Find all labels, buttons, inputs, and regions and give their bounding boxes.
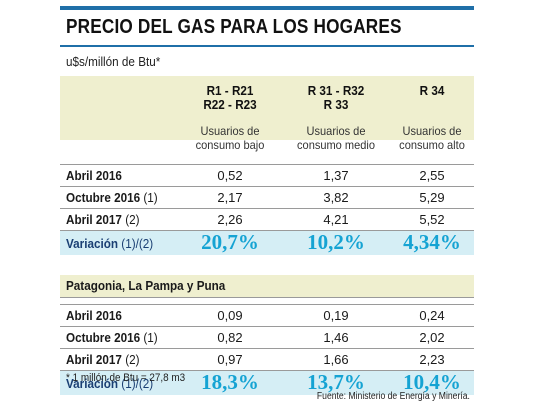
section-gap	[60, 298, 474, 305]
column-subheader: Usuarios de consumo alto	[395, 124, 469, 152]
table-row: Abril 2016 0,52 1,37 2,55	[60, 165, 474, 187]
column-header-r3: R 31 - R32 R 33	[291, 84, 381, 112]
cell-value: 1,46	[323, 330, 349, 345]
infographic: PRECIO DEL GAS PARA LOS HOGARES u$s/mill…	[56, 6, 474, 402]
cell-value: 1,37	[323, 168, 349, 183]
column-header-r34: R 34	[396, 84, 468, 98]
variation-row: Variación (1)/(2) 20,7% 10,2% 4,34%	[60, 230, 474, 255]
subheader-line: consumo bajo	[195, 138, 265, 152]
cell-value: 0,09	[217, 308, 243, 323]
subheader-line: consumo medio	[297, 138, 375, 152]
row-label: Variación (1)/(2)	[66, 236, 154, 251]
section-title: Patagonia, La Pampa y Puna	[66, 278, 226, 293]
variation-value: 20,7%	[201, 230, 259, 254]
cell-value: 5,29	[419, 190, 445, 205]
row-label: Abril 2016	[66, 308, 122, 323]
row-label: Abril 2017 (2)	[66, 212, 140, 227]
row-label: Octubre 2016 (1)	[66, 190, 158, 205]
cell-value: 2,26	[217, 212, 243, 227]
cell-value: 2,02	[419, 330, 445, 345]
cell-value: 3,82	[323, 190, 349, 205]
unit-label: u$s/millón de Btu*	[66, 54, 161, 69]
cell-value: 4,21	[323, 212, 349, 227]
cell-value: 0,19	[323, 308, 349, 323]
variation-value: 18,3%	[201, 370, 259, 394]
column-subheader: Usuarios de consumo bajo	[184, 124, 276, 152]
table-row: Abril 2017 (2) 0,97 1,66 2,23	[60, 349, 474, 371]
column-header-line: R1 - R21	[206, 83, 254, 98]
cell-value: 1,66	[323, 352, 349, 367]
table-row: Abril 2016 0,09 0,19 0,24	[60, 305, 474, 327]
cell-value: 2,23	[419, 352, 445, 367]
column-header-line: R 34	[419, 83, 445, 98]
cell-value: 5,52	[419, 212, 445, 227]
column-header-r1: R1 - R21 R22 - R23	[185, 84, 275, 112]
variation-value: 4,34%	[403, 230, 461, 254]
table-row: Octubre 2016 (1) 2,17 3,82 5,29	[60, 187, 474, 209]
column-header-line: R22 - R23	[203, 97, 257, 112]
variation-row: Variación (1)/(2) 18,3% 13,7% 10,4%	[60, 370, 474, 395]
top-rule	[60, 6, 474, 10]
row-label: Octubre 2016 (1)	[66, 330, 158, 345]
page-title: PRECIO DEL GAS PARA LOS HOGARES	[66, 16, 402, 38]
variation-value: 10,2%	[307, 230, 365, 254]
title-rule	[60, 45, 474, 47]
cell-value: 0,82	[217, 330, 243, 345]
column-header-band: R1 - R21 R22 - R23 R 31 - R32 R 33 R 34	[60, 76, 474, 140]
row-label: Abril 2016	[66, 168, 122, 183]
cell-value: 2,55	[419, 168, 445, 183]
subheader-line: Usuarios de	[306, 124, 366, 138]
cell-value: 2,17	[217, 190, 243, 205]
subheader-line: Usuarios de	[200, 124, 260, 138]
price-table: R1 - R21 R22 - R23 R 31 - R32 R 33 R 34 …	[60, 76, 474, 395]
footnote: * 1 millón de Btu = 27,8 m3	[66, 372, 186, 384]
cell-value: 0,97	[217, 352, 243, 367]
variation-value: 13,7%	[307, 370, 365, 394]
table-row: Abril 2017 (2) 2,26 4,21 5,52	[60, 209, 474, 231]
row-label: Abril 2017 (2)	[66, 352, 140, 367]
variation-value: 10,4%	[403, 370, 461, 394]
column-subheader-row: Usuarios de consumo bajo Usuarios de con…	[60, 120, 474, 165]
cell-value: 0,24	[419, 308, 445, 323]
subheader-line: consumo alto	[399, 138, 465, 152]
row-label: Variación (1)/(2)	[66, 376, 154, 391]
column-header-line: R 33	[323, 97, 349, 112]
source-credit: Fuente: Ministerio de Energía y Minería.	[317, 391, 470, 402]
section-spacer	[60, 255, 474, 275]
column-header-line: R 31 - R32	[307, 83, 365, 98]
subheader-line: Usuarios de	[402, 124, 462, 138]
section-header: Patagonia, La Pampa y Puna	[60, 275, 474, 298]
table-row: Octubre 2016 (1) 0,82 1,46 2,02	[60, 327, 474, 349]
column-subheader: Usuarios de consumo medio	[290, 124, 382, 152]
cell-value: 0,52	[217, 168, 243, 183]
